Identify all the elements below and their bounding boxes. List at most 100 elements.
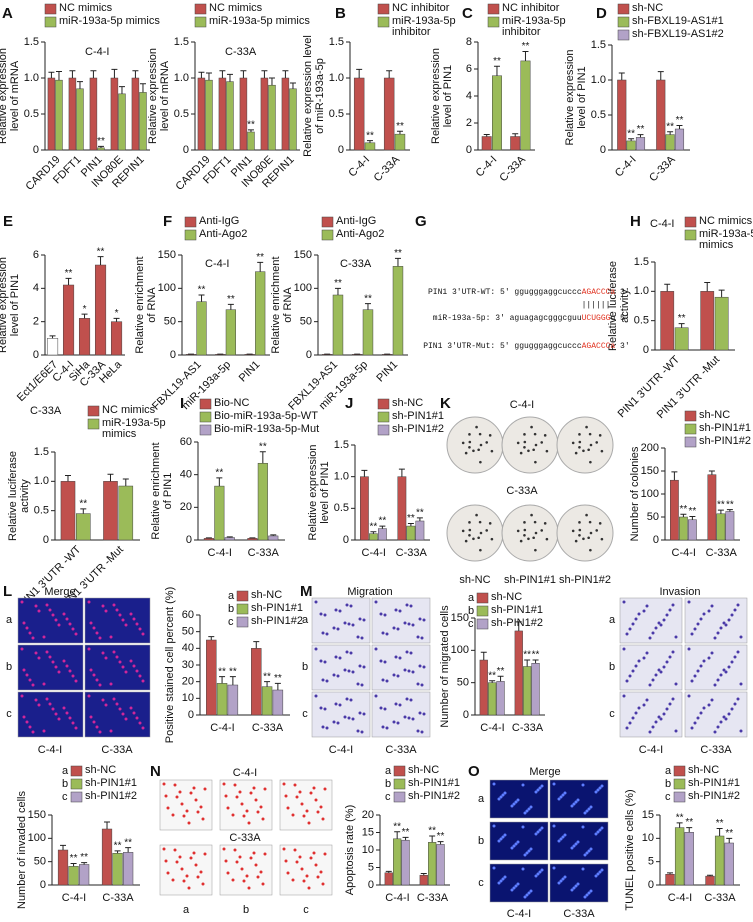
y-tick-label: 50 <box>647 511 659 523</box>
micrograph-dot <box>716 678 720 682</box>
legend-label-box: sh-NC <box>251 590 282 601</box>
y-tick-label: 0 <box>188 709 194 721</box>
error-bar <box>261 70 268 78</box>
sequence-part: |||||| <box>582 301 611 310</box>
micrograph-dot <box>351 717 355 721</box>
y-axis-label: Relative expression <box>430 48 442 144</box>
y-axis-label: Number of migrated cells <box>439 605 451 728</box>
colony-dot <box>490 537 494 541</box>
panel-label: C <box>462 5 473 22</box>
micrograph-dot <box>693 674 697 678</box>
micrograph-dot <box>98 730 102 734</box>
error-bar <box>361 469 368 477</box>
micrograph-dot <box>383 613 387 617</box>
significance: ** <box>198 285 206 296</box>
legend-label-box: sh-PIN1#1 <box>491 605 543 616</box>
micrograph-dot <box>525 809 529 813</box>
micrograph-dot <box>54 712 58 716</box>
micrograph-dot <box>194 863 198 867</box>
micrograph-dot <box>300 802 304 806</box>
micrograph-dot <box>293 848 297 852</box>
y-axis-label: activity <box>619 289 631 323</box>
y-tick-label: 0 <box>33 144 39 156</box>
legend-label-box: miR-193a-5p inhibitor <box>392 16 456 38</box>
chart-title: C-33A <box>30 405 62 417</box>
x-tick-label: PIN1 <box>374 359 400 385</box>
micrograph-dot <box>540 868 544 872</box>
micrograph-dot <box>332 673 336 677</box>
micrograph-dot <box>95 678 99 682</box>
legend-label: sh-NC <box>491 592 523 603</box>
micrograph-dot <box>403 621 407 625</box>
micrograph-dot <box>730 613 734 617</box>
error-bar <box>366 140 373 143</box>
image-label: c <box>6 708 12 720</box>
micrograph-dot <box>263 787 267 791</box>
micrograph-dot <box>256 875 260 879</box>
bar <box>251 648 262 716</box>
error-bar <box>480 651 487 661</box>
micrograph-dot <box>702 659 706 663</box>
micrograph-dot <box>312 786 316 790</box>
legend-label-box: miR-193a-5p mimics <box>102 418 166 440</box>
error-bar <box>676 125 683 129</box>
significance: ** <box>227 294 235 305</box>
bar <box>68 866 79 886</box>
bar <box>103 481 118 541</box>
error-bar <box>240 70 247 78</box>
legend-label: NC mimics <box>699 216 753 227</box>
micrograph-dot <box>581 783 585 787</box>
error-bar <box>114 850 121 854</box>
micrograph-dot <box>112 650 116 654</box>
micrograph-dot <box>45 650 49 654</box>
y-tick-label: 0 <box>600 144 606 156</box>
y-tick-label: 50 <box>457 677 469 689</box>
error-bar <box>80 508 87 514</box>
legend-label: sh-PIN1#2 <box>392 424 444 435</box>
micrograph-dot <box>323 707 327 711</box>
image-label: C-4-I <box>38 744 62 756</box>
micrograph-dot <box>338 656 342 660</box>
significance: ** <box>334 278 342 289</box>
y-axis-label: level of mRNA <box>159 60 171 131</box>
bar <box>635 137 646 151</box>
legend-swatch <box>684 229 697 241</box>
colony-dot <box>545 449 549 453</box>
bar <box>131 77 140 151</box>
chart-title: C-33A <box>340 258 372 270</box>
micrograph-dot <box>203 852 207 856</box>
bar <box>101 828 113 886</box>
colony-dot <box>479 443 483 447</box>
micrograph-dot <box>95 725 99 729</box>
micrograph-dot <box>109 635 113 639</box>
colony-dot <box>532 448 535 452</box>
micrograph-dot <box>118 660 122 664</box>
image-label: a <box>302 614 309 626</box>
micrograph-dot <box>394 655 398 659</box>
colony-dot <box>598 522 602 525</box>
error-bar <box>370 531 377 534</box>
micrograph-dot <box>319 612 323 616</box>
legend-swatch <box>70 765 83 777</box>
image-label: C-4-I <box>233 767 257 779</box>
micrograph-dot <box>702 706 706 710</box>
micrograph-dot <box>385 632 389 636</box>
y-tick-label: 1.0 <box>24 72 39 84</box>
micrograph-dot <box>231 813 235 817</box>
y-tick-label: 150 <box>158 249 176 261</box>
micrograph-dot <box>394 608 398 612</box>
legend-label-box: NC mimics <box>209 3 262 14</box>
micrograph-dot <box>514 842 518 846</box>
image-label: C-33A <box>563 908 595 920</box>
micrograph-dot <box>185 874 189 878</box>
legend-label-box: sh-PIN1#1 <box>699 423 751 434</box>
colony-dot <box>479 548 482 552</box>
micrograph-dot <box>411 670 415 674</box>
micrograph-dot <box>651 678 655 682</box>
error-bar <box>686 827 693 833</box>
micrograph-dot <box>625 726 629 730</box>
x-tick-label: C-33A <box>704 892 736 904</box>
micrograph-dot <box>727 618 731 622</box>
bar <box>415 520 425 541</box>
y-axis-label: level of PIN1 <box>442 65 454 127</box>
